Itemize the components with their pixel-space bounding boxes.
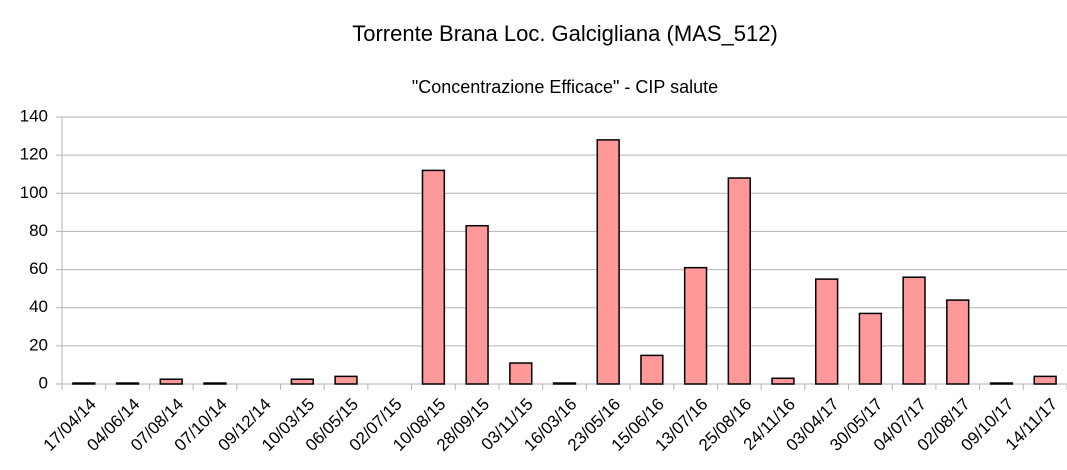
bar — [509, 362, 533, 385]
bar — [115, 382, 140, 385]
bar — [596, 139, 620, 385]
chart-title: Torrente Brana Loc. Galcigliana (MAS_512… — [352, 21, 778, 46]
bar — [159, 378, 183, 385]
bar — [858, 312, 883, 385]
bar — [72, 382, 96, 385]
bar — [421, 169, 446, 385]
y-tick-label: 40 — [29, 297, 48, 316]
chart-subtitle: "Concentrazione Efficace" - CIP salute — [412, 77, 718, 97]
bar — [465, 224, 489, 385]
y-tick-label: 120 — [20, 145, 48, 164]
bar — [290, 378, 314, 385]
bar — [727, 177, 751, 385]
bar — [334, 375, 358, 385]
bar — [1033, 375, 1057, 385]
bar — [640, 354, 664, 385]
bar — [683, 266, 708, 385]
bar — [203, 382, 227, 385]
bar — [902, 276, 926, 385]
y-tick-label: 140 — [20, 106, 48, 125]
bar — [946, 299, 970, 385]
bar — [989, 382, 1014, 385]
y-tick-label: 60 — [29, 259, 48, 278]
y-tick-label: 80 — [29, 221, 48, 240]
y-tick-label: 20 — [29, 335, 48, 354]
bar — [815, 278, 839, 385]
y-tick-label: 0 — [39, 373, 48, 392]
bar — [771, 377, 795, 385]
bar — [552, 382, 577, 385]
y-tick-label: 100 — [20, 183, 48, 202]
